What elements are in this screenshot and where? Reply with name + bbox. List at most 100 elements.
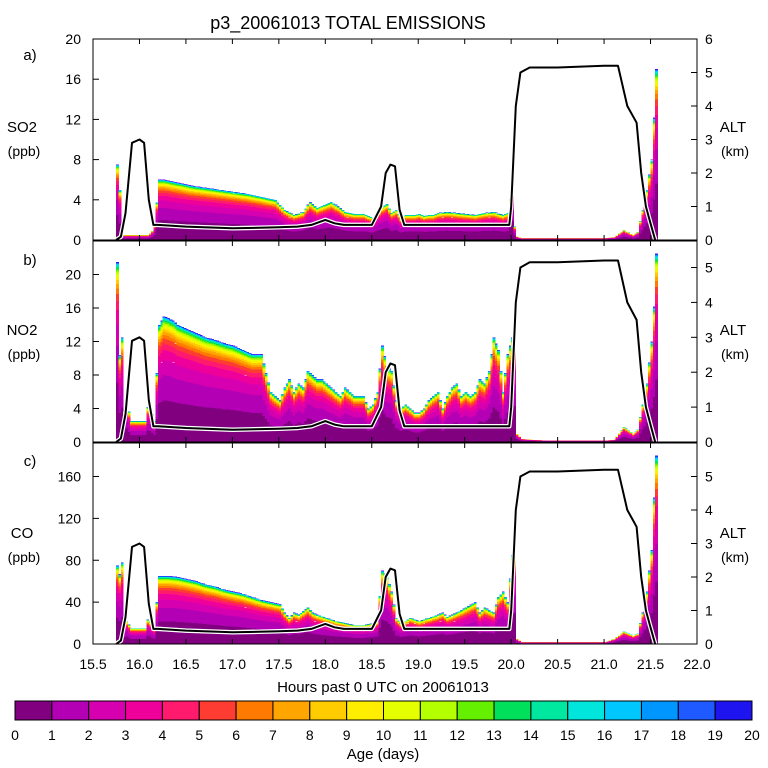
age-band-bar xyxy=(178,329,182,331)
age-band-bar xyxy=(211,193,215,195)
age-band-bar xyxy=(404,218,408,220)
age-band-bar xyxy=(118,359,122,361)
age-band-bar xyxy=(195,336,198,338)
age-band-bar xyxy=(178,221,182,240)
age-band-bar xyxy=(636,234,640,236)
age-band-bar xyxy=(353,226,356,232)
age-band-bar xyxy=(480,218,484,220)
age-band-bar xyxy=(453,225,456,231)
age-band-bar xyxy=(204,190,208,192)
age-band-bar xyxy=(464,219,468,221)
age-band-bar xyxy=(348,216,352,218)
age-band-bar xyxy=(199,205,203,212)
age-band-bar xyxy=(190,382,194,406)
age-band-bar xyxy=(422,227,426,233)
age-band-bar xyxy=(408,226,412,232)
age-band-bar xyxy=(262,202,266,204)
age-band-bar xyxy=(237,194,240,195)
age-band-bar xyxy=(281,212,284,214)
age-band-bar xyxy=(127,413,131,415)
age-band-bar xyxy=(376,225,380,231)
age-band-bar xyxy=(160,195,164,201)
age-band-bar xyxy=(197,337,201,339)
age-band-bar xyxy=(120,365,124,374)
age-band-bar xyxy=(260,225,263,240)
age-band-bar xyxy=(213,192,217,194)
age-band-bar xyxy=(223,195,226,197)
age-band-bar xyxy=(227,213,231,224)
age-band-bar xyxy=(160,185,164,188)
age-band-bar xyxy=(418,231,421,240)
age-band-bar xyxy=(645,198,649,201)
age-band-bar xyxy=(171,338,175,343)
age-band-bar xyxy=(244,195,247,197)
age-band-bar xyxy=(343,216,347,218)
age-band-bar xyxy=(269,200,273,202)
age-band-bar xyxy=(118,191,122,192)
age-band-bar xyxy=(455,217,459,219)
age-band-bar xyxy=(397,231,401,240)
age-band-bar xyxy=(360,231,363,240)
age-band-bar xyxy=(399,232,403,240)
age-band-bar xyxy=(220,203,224,208)
age-band-bar xyxy=(648,179,651,181)
age-band-bar xyxy=(127,236,131,238)
age-band-bar xyxy=(213,200,217,203)
age-band-bar xyxy=(401,227,405,233)
age-band-bar xyxy=(174,378,178,403)
age-band-bar xyxy=(443,216,447,218)
age-band-bar xyxy=(162,190,166,193)
age-band-bar xyxy=(260,202,263,204)
age-band-bar xyxy=(174,326,178,328)
age-band-bar xyxy=(244,196,247,198)
age-band-bar xyxy=(192,333,196,335)
age-band-bar xyxy=(322,212,326,215)
age-band-bar xyxy=(160,330,164,333)
age-band-bar xyxy=(237,200,240,203)
age-band-bar xyxy=(139,424,143,426)
age-band-bar xyxy=(255,198,259,199)
age-band-bar xyxy=(255,205,259,208)
age-band-bar xyxy=(204,189,208,191)
age-band-bar xyxy=(490,219,493,222)
age-band-bar xyxy=(160,342,164,347)
age-band-bar xyxy=(267,200,270,201)
age-band-bar xyxy=(453,219,456,223)
age-band-bar xyxy=(220,195,224,197)
age-band-bar xyxy=(167,333,171,337)
age-band-bar xyxy=(397,217,401,219)
age-band-bar xyxy=(476,216,480,218)
age-band-bar xyxy=(244,209,247,216)
age-band-bar xyxy=(473,226,477,232)
age-band-bar xyxy=(504,219,507,221)
age-band-bar xyxy=(650,167,654,170)
age-band-bar xyxy=(385,211,389,214)
age-band-bar xyxy=(167,182,171,184)
age-band-bar xyxy=(178,356,182,367)
y-axis-unit: (ppb) xyxy=(8,143,41,159)
age-band-bar xyxy=(652,120,656,122)
age-band-bar xyxy=(418,226,421,232)
age-band-bar xyxy=(336,217,340,223)
age-band-bar xyxy=(213,223,217,240)
age-band-bar xyxy=(234,195,238,197)
age-band-bar xyxy=(204,212,208,223)
age-band-bar xyxy=(343,225,347,231)
age-band-bar xyxy=(227,223,231,240)
age-band-bar xyxy=(223,223,226,240)
age-band-bar xyxy=(362,220,366,223)
age-band-bar xyxy=(185,332,189,334)
age-band-bar xyxy=(190,190,194,192)
age-band-bar xyxy=(165,400,168,442)
age-band-bar xyxy=(399,228,403,233)
age-band-bar xyxy=(473,217,477,219)
age-band-bar xyxy=(190,189,194,191)
age-band-bar xyxy=(504,217,507,219)
age-band-bar xyxy=(390,218,394,221)
age-band-bar xyxy=(195,384,198,406)
age-band-bar xyxy=(376,217,380,220)
age-band-bar xyxy=(118,195,122,198)
age-band-bar xyxy=(197,371,201,385)
age-band-bar xyxy=(311,228,315,240)
age-band-bar xyxy=(327,212,331,216)
